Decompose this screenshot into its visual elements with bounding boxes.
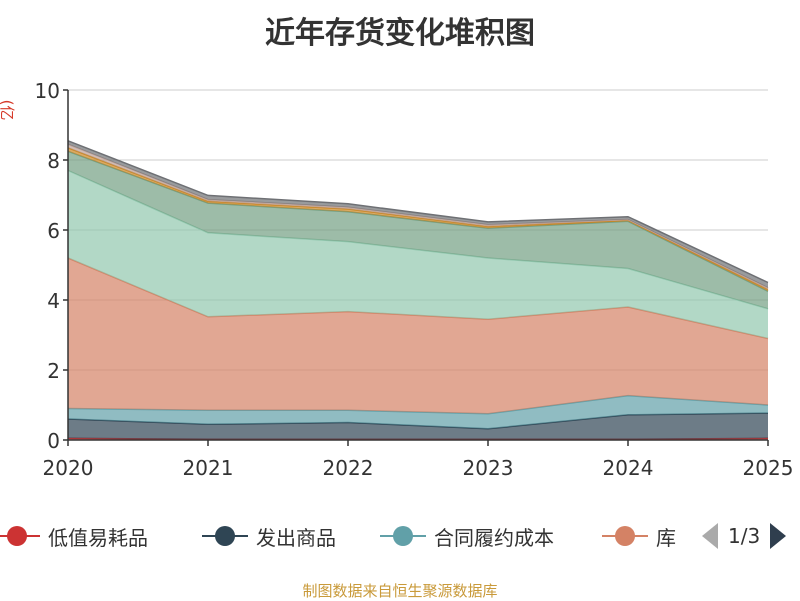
stacked-area-chart: 0 2 4 6 8 10 2020 2021 2022 2023 2024 2025 <box>35 79 794 480</box>
area-库存商品 <box>68 258 768 414</box>
x-tick-label: 2021 <box>183 456 234 480</box>
axes: 0 2 4 6 8 10 2020 2021 2022 2023 2024 2025 <box>35 79 794 480</box>
y-tick-label: 10 <box>35 79 60 103</box>
y-tick-label: 8 <box>47 149 60 173</box>
legend-dot <box>615 526 635 546</box>
legend-dot <box>7 526 27 546</box>
area-series <box>67 140 769 441</box>
y-tick-label: 6 <box>47 219 60 243</box>
series-line-库存商品 <box>67 257 769 340</box>
x-tick-label: 2022 <box>323 456 374 480</box>
x-tick-label: 2023 <box>463 456 514 480</box>
y-tick-label: 2 <box>47 359 60 383</box>
prev-page-arrow-icon[interactable] <box>702 523 718 549</box>
series-line-其他 <box>67 140 769 284</box>
legend-label: 合同履约成本 <box>434 525 554 550</box>
legend-page-indicator: 1/3 <box>728 524 761 548</box>
y-tick-label: 0 <box>47 429 60 453</box>
legend-item-low-value-consumables[interactable]: 低值易耗品 <box>0 518 148 554</box>
legend-marker <box>378 518 428 554</box>
y-tick-label: 4 <box>47 289 60 313</box>
x-tick-label: 2024 <box>603 456 654 480</box>
area-在产品 <box>68 151 768 309</box>
legend-marker <box>200 518 250 554</box>
legend-label: 库 <box>656 525 676 550</box>
legend-item-inventory[interactable]: 库 <box>600 518 676 554</box>
area-周转材料 <box>68 144 768 290</box>
area-其他 <box>68 140 768 288</box>
legend-label: 发出商品 <box>256 525 336 550</box>
legend-dot <box>215 526 235 546</box>
x-tick-label: 2020 <box>43 456 94 480</box>
legend-pager: 1/3 <box>702 520 787 552</box>
area-原材料 <box>68 170 768 339</box>
x-tick-label: 2025 <box>743 456 794 480</box>
legend: 低值易耗品 发出商品 合同履约成本 库 <box>0 518 800 554</box>
data-source-note: 制图数据来自恒生聚源数据库 <box>302 582 498 600</box>
legend-label: 低值易耗品 <box>48 525 148 550</box>
legend-marker <box>0 518 42 554</box>
legend-item-contract-cost[interactable]: 合同履约成本 <box>378 518 554 554</box>
legend-dot <box>393 526 413 546</box>
chart-title: 近年存货变化堆积图 <box>265 16 535 51</box>
legend-item-goods-shipped[interactable]: 发出商品 <box>200 518 336 554</box>
area-委托加工物资 <box>68 147 768 292</box>
legend-marker <box>600 518 650 554</box>
next-page-arrow-icon[interactable] <box>770 523 787 549</box>
